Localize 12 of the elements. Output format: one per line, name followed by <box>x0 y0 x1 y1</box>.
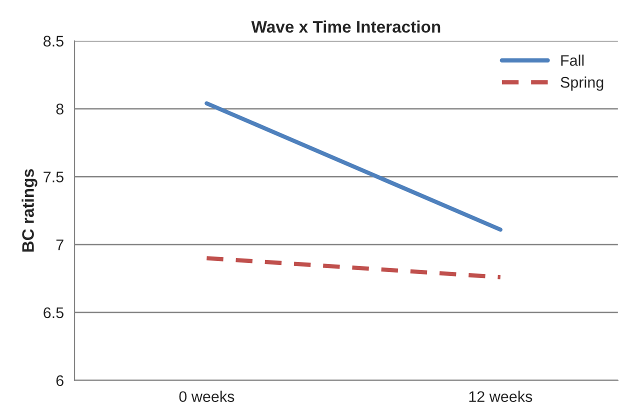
y-tick-label: 8.5 <box>44 36 64 47</box>
y-axis-title: BC ratings <box>22 169 38 252</box>
y-tick-label: 6.5 <box>44 307 64 318</box>
y-tick-label: 6 <box>56 375 64 386</box>
y-tick-label: 7.5 <box>44 172 64 182</box>
x-tick-label: 0 weeks <box>179 390 234 402</box>
legend-label: Spring <box>560 76 604 91</box>
y-tick-label: 7 <box>56 240 64 250</box>
x-tick-label: 12 weeks <box>469 390 532 402</box>
chart-title: Wave x Time Interaction <box>251 20 440 33</box>
y-tick-label: 8 <box>56 104 64 114</box>
legend-label: Fall <box>561 54 584 66</box>
